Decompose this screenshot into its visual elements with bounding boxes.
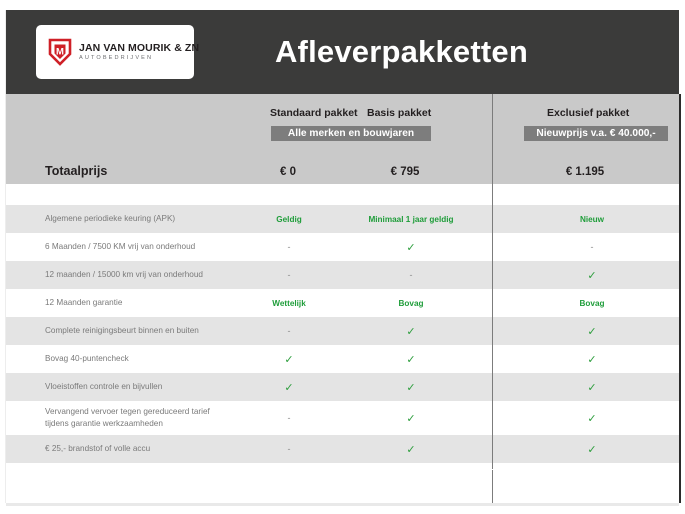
page-title: Afleverpakketten xyxy=(274,34,529,69)
table-bottom-strip xyxy=(6,470,679,506)
page-left-border xyxy=(5,10,6,503)
cell-basis: Bovag xyxy=(398,298,424,308)
row-label: Bovag 40-puntencheck xyxy=(45,354,129,364)
badge-alle-merken: Alle merken en bouwjaren xyxy=(271,126,431,141)
row-label: Vervangend vervoer tegen gereduceerd tar… xyxy=(45,407,210,428)
shield-m-icon: M xyxy=(48,38,72,66)
cell-standaard: Geldig xyxy=(276,214,302,224)
package-title-basis: Basis pakket xyxy=(367,107,432,119)
cell-basis: Minimaal 1 jaar geldig xyxy=(368,214,454,224)
table-body: Algemene periodieke keuring (APK) Geldig M… xyxy=(6,205,679,463)
cell-standaard: - xyxy=(287,413,291,423)
total-price-basis: € 795 xyxy=(390,166,420,178)
cell-exclusief: Nieuw xyxy=(579,214,605,224)
cell-standaard: - xyxy=(287,444,291,454)
cell-standaard: ✓ xyxy=(284,353,294,366)
cell-standaard: ✓ xyxy=(284,381,294,394)
cell-basis: ✓ xyxy=(406,325,416,338)
package-title-standaard: Standaard pakket xyxy=(270,107,358,119)
total-price-standaard: € 0 xyxy=(280,166,296,178)
cell-exclusief: - xyxy=(590,242,594,252)
table-row: Bovag 40-puntencheck ✓ ✓ ✓ xyxy=(6,345,679,373)
total-price-label: Totaalprijs xyxy=(45,164,108,178)
table-row: 12 Maanden garantie Wettelijk Bovag Bovag xyxy=(6,289,679,317)
table-row: Vervangend vervoer tegen gereduceerd tar… xyxy=(6,401,679,435)
row-label: Vloeistoffen controle en bijvullen xyxy=(45,382,163,392)
cell-exclusief: ✓ xyxy=(587,412,597,425)
cell-standaard: - xyxy=(287,270,291,280)
row-label: 12 maanden / 15000 km vrij van onderhoud xyxy=(45,270,203,280)
cell-exclusief: Bovag xyxy=(579,298,605,308)
row-label: Algemene periodieke keuring (APK) xyxy=(45,214,176,224)
package-title-exclusief: Exclusief pakket xyxy=(547,107,630,119)
cell-basis: ✓ xyxy=(406,353,416,366)
row-label: Complete reinigingsbeurt binnen en buite… xyxy=(45,326,199,336)
cell-standaard: - xyxy=(287,326,291,336)
table-top-spacer xyxy=(6,184,679,205)
cell-basis: ✓ xyxy=(406,412,416,425)
row-label: 6 Maanden / 7500 KM vrij van onderhoud xyxy=(45,242,196,252)
page-header: M JAN VAN MOURIK & ZN AUTOBEDRIJVEN Afle… xyxy=(6,10,679,94)
logo-company-subtitle: AUTOBEDRIJVEN xyxy=(79,54,154,61)
cell-exclusief: ✓ xyxy=(587,353,597,366)
cell-basis: ✓ xyxy=(406,381,416,394)
feature-table: Algemene periodieke keuring (APK) Geldig M… xyxy=(6,184,679,470)
cell-basis: ✓ xyxy=(406,241,416,254)
column-divider-bottom xyxy=(492,470,493,503)
package-titles: Standaard pakket Basis pakket Exclusief … xyxy=(6,107,679,121)
table-row: 12 maanden / 15000 km vrij van onderhoud… xyxy=(6,261,679,289)
table-row: € 25,- brandstof of volle accu - ✓ ✓ xyxy=(6,435,679,463)
logo-company-name: JAN VAN MOURIK & ZN xyxy=(79,41,200,54)
cell-exclusief: ✓ xyxy=(587,269,597,282)
table-row: Algemene periodieke keuring (APK) Geldig M… xyxy=(6,205,679,233)
cell-basis: - xyxy=(409,270,413,280)
page-right-border xyxy=(679,94,681,503)
cell-exclusief: ✓ xyxy=(587,325,597,338)
table-row: Complete reinigingsbeurt binnen en buite… xyxy=(6,317,679,345)
cell-exclusief: ✓ xyxy=(587,381,597,394)
column-divider-exclusief xyxy=(492,94,493,469)
total-price-exclusief: € 1.195 xyxy=(565,166,605,178)
cell-standaard: - xyxy=(287,242,291,252)
logo-wordmark: JAN VAN MOURIK & ZN AUTOBEDRIJVEN xyxy=(79,41,200,62)
row-label: 12 Maanden garantie xyxy=(45,298,123,308)
row-label: € 25,- brandstof of volle accu xyxy=(45,444,151,454)
cell-standaard: Wettelijk xyxy=(272,298,306,308)
table-row: 6 Maanden / 7500 KM vrij van onderhoud - ✓… xyxy=(6,233,679,261)
table-row: Vloeistoffen controle en bijvullen ✓ ✓ ✓ xyxy=(6,373,679,401)
cell-basis: ✓ xyxy=(406,443,416,456)
svg-text:M: M xyxy=(56,46,64,57)
company-logo: M JAN VAN MOURIK & ZN AUTOBEDRIJVEN xyxy=(36,25,199,79)
cell-exclusief: ✓ xyxy=(587,443,597,456)
badge-nieuwprijs: Nieuwprijs v.a. € 40.000,- xyxy=(524,126,668,141)
